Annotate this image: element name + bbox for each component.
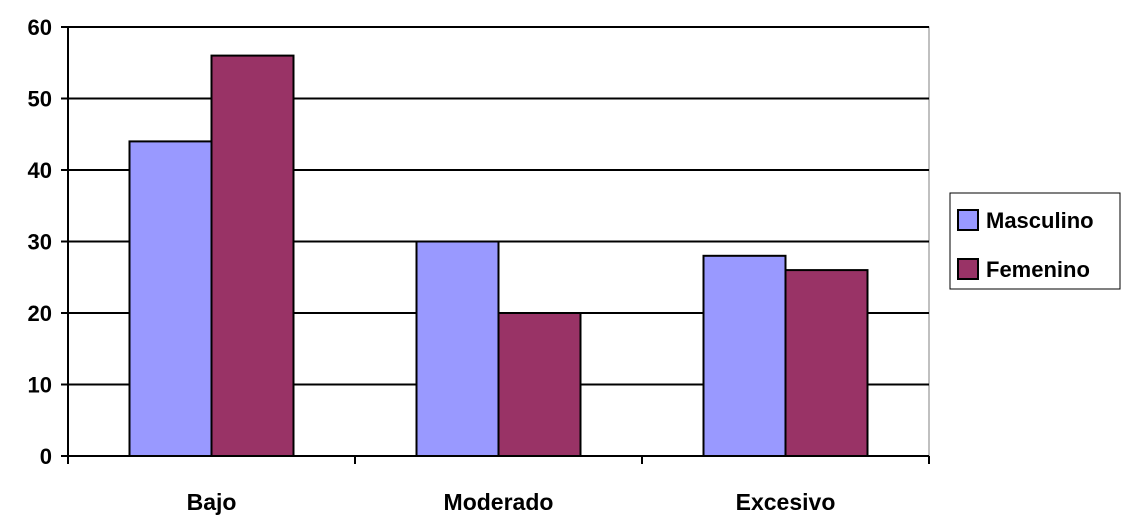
y-tick-label: 0 — [40, 444, 52, 469]
bar-masculino-moderado — [415, 240, 500, 457]
y-tick-label: 40 — [28, 158, 52, 183]
bars — [128, 54, 869, 457]
y-tick-label: 50 — [28, 87, 52, 112]
legend-label-femenino: Femenino — [986, 257, 1090, 282]
bar-femenino-bajo — [210, 54, 295, 457]
y-tick-label: 20 — [28, 301, 52, 326]
x-category-label: Moderado — [444, 489, 554, 515]
x-category-label: Bajo — [187, 489, 237, 515]
bar-masculino-bajo — [128, 140, 213, 457]
y-tick-label: 10 — [28, 373, 52, 398]
legend-swatch-femenino — [957, 258, 979, 280]
y-tick-labels: 0 10 20 30 40 50 60 — [28, 15, 52, 469]
x-category-labels: Bajo Moderado Excesivo — [187, 489, 836, 515]
x-category-label: Excesivo — [736, 489, 836, 515]
legend-label-masculino: Masculino — [986, 208, 1094, 233]
legend: Masculino Femenino — [949, 192, 1121, 290]
y-tick-label: 60 — [28, 15, 52, 40]
axes — [61, 26, 930, 464]
y-tick-label: 30 — [28, 230, 52, 255]
legend-swatch-masculino — [957, 209, 979, 231]
bar-femenino-excesivo — [784, 269, 869, 457]
bar-femenino-moderado — [497, 312, 582, 457]
bar-masculino-excesivo — [702, 254, 787, 457]
